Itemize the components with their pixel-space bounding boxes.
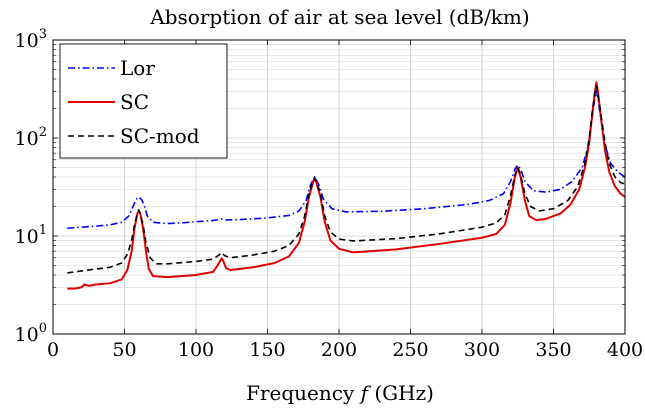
x-tick-label: 400 <box>607 339 643 361</box>
x-tick-label: 150 <box>249 339 285 361</box>
x-tick-label: 250 <box>392 339 428 361</box>
x-axis-label: Frequency f (GHz) <box>246 381 434 405</box>
series-layer <box>67 81 626 290</box>
x-tick-label: 0 <box>47 339 59 361</box>
y-tick-label: 101 <box>15 223 47 248</box>
x-tick-label: 300 <box>464 339 500 361</box>
series-line-lor <box>67 90 626 230</box>
legend: Lor SC SC-mod <box>59 43 228 159</box>
svg-text:Frequency f (GHz): Frequency f (GHz) <box>246 381 434 405</box>
x-tick-label: 100 <box>178 339 214 361</box>
y-tick-label: 103 <box>15 27 47 52</box>
legend-label: Lor <box>120 56 155 80</box>
y-tick-label: 102 <box>15 125 47 150</box>
x-axis-label-text: Frequency <box>246 381 355 405</box>
y-tick-label: 100 <box>15 321 47 346</box>
legend-label: SC <box>120 90 149 114</box>
axis-ticks: 0 50 100 150 200 250 300 350 400 100 101 102 103 <box>15 27 644 361</box>
chart-title: Absorption of air at sea level (dB/km) <box>149 5 529 29</box>
x-tick-label: 350 <box>535 339 571 361</box>
x-axis-label-unit: (GHz) <box>374 381 434 405</box>
grid <box>52 40 626 335</box>
legend-label: SC-mod <box>120 124 200 148</box>
x-tick-label: 200 <box>321 339 357 361</box>
x-tick-label: 50 <box>112 339 136 361</box>
